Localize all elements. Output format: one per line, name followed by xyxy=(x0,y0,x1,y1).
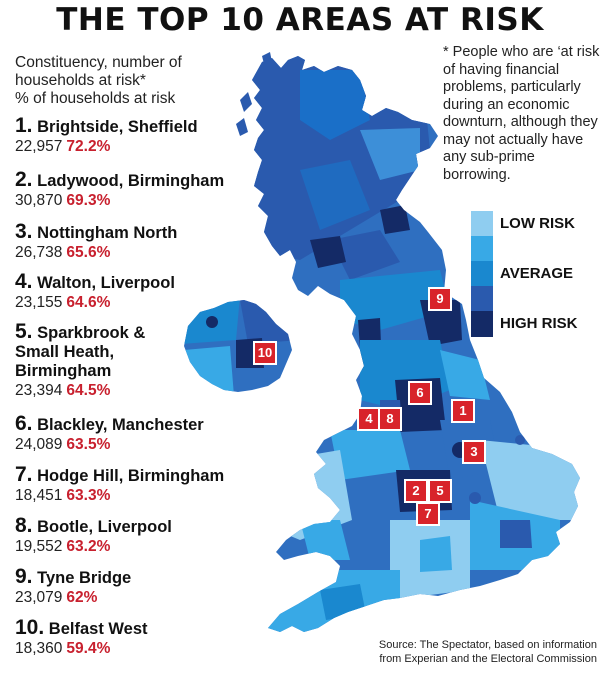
ranking-entry-9: 9. Tyne Bridge 23,079 62% xyxy=(0,565,246,607)
households-at-risk: 22,957 xyxy=(15,138,63,155)
ranking-entry-6: 6. Blackley, Manchester 24,089 63.5% xyxy=(0,412,246,454)
ranking-entry-7: 7. Hodge Hill, Birmingham 18,451 63.3% xyxy=(0,463,246,505)
legend-swatch-4 xyxy=(471,286,493,312)
households-at-risk: 18,451 xyxy=(15,487,63,504)
households-at-risk: 18,360 xyxy=(15,640,63,657)
map-marker-2: 2 xyxy=(404,479,428,503)
ranking-entry-8: 8. Bootle, Liverpool 19,552 63.2% xyxy=(0,514,246,556)
percent-at-risk: 59.4% xyxy=(66,640,111,657)
rank-number: 10. xyxy=(15,616,45,639)
source-line-1: Source: The Spectator, based on informat… xyxy=(378,639,597,651)
rank-number: 2. xyxy=(15,168,33,191)
legend-row-high: HIGH RISK xyxy=(471,311,600,341)
legend-row-4 xyxy=(471,286,600,316)
percent-at-risk: 65.6% xyxy=(66,244,111,261)
map-marker-9: 9 xyxy=(428,287,452,311)
source-credit: Source: The Spectator, based on informat… xyxy=(365,639,597,666)
legend-row-2 xyxy=(471,236,600,266)
footnote: * People who are ‘at risk’ of having fin… xyxy=(443,44,600,183)
map-marker-1: 1 xyxy=(451,399,475,423)
rank-number: 6. xyxy=(15,412,33,435)
legend-label-high: HIGH RISK xyxy=(500,315,578,332)
rank-number: 9. xyxy=(15,565,33,588)
legend-swatch-high xyxy=(471,311,493,337)
rank-number: 5. xyxy=(15,320,33,343)
map-marker-4: 4 xyxy=(357,407,381,431)
map-marker-3: 3 xyxy=(462,440,486,464)
list-subtitle: Constituency, number of households at ri… xyxy=(15,54,245,108)
constituency-name: Ladywood, Birmingham xyxy=(37,172,225,190)
legend-label-average: AVERAGE xyxy=(500,265,574,282)
map-marker-10: 10 xyxy=(253,341,277,365)
map-marker-6: 6 xyxy=(408,381,432,405)
source-line-2: from Experian and the Electoral Commissi… xyxy=(379,652,597,665)
legend-row-average: AVERAGE xyxy=(471,261,600,291)
rank-number: 8. xyxy=(15,514,33,537)
legend-swatch-2 xyxy=(471,236,493,262)
percent-at-risk: 62% xyxy=(66,589,98,606)
percent-at-risk: 63.5% xyxy=(66,436,111,453)
households-at-risk: 23,155 xyxy=(15,294,63,311)
percent-at-risk: 64.6% xyxy=(66,294,111,311)
percent-at-risk: 63.2% xyxy=(66,538,111,555)
subtitle-line-1: Constituency, number of xyxy=(15,54,182,71)
subtitle-line-2: households at risk* xyxy=(15,72,146,89)
constituency-name-line-2: Small Heath, xyxy=(15,343,115,361)
households-at-risk: 19,552 xyxy=(15,538,63,555)
households-at-risk: 30,870 xyxy=(15,192,63,209)
map-marker-5: 5 xyxy=(428,479,452,503)
legend-swatch-average xyxy=(471,261,493,287)
map-marker-7: 7 xyxy=(416,502,440,526)
percent-at-risk: 63.3% xyxy=(66,487,111,504)
rank-number: 7. xyxy=(15,463,33,486)
households-at-risk: 26,738 xyxy=(15,244,63,261)
households-at-risk: 23,079 xyxy=(15,589,63,606)
rank-number: 3. xyxy=(15,220,33,243)
ranking-entry-2: 2. Ladywood, Birmingham 30,870 69.3% xyxy=(0,168,246,210)
households-at-risk: 23,394 xyxy=(15,382,63,399)
constituency-name: Brightside, Sheffield xyxy=(37,118,198,136)
rank-number: 1. xyxy=(15,114,33,137)
constituency-name: Nottingham North xyxy=(37,224,178,242)
map-marker-8: 8 xyxy=(378,407,402,431)
legend-label-low: LOW RISK xyxy=(500,215,575,232)
constituency-name: Blackley, Manchester xyxy=(37,416,204,434)
legend-swatch-low xyxy=(471,211,493,237)
ranking-entry-5: 5. Sparkbrook & Small Heath, Birmingham … xyxy=(0,320,246,400)
ranking-entry-10: 10. Belfast West 18,360 59.4% xyxy=(0,616,246,658)
ranking-entry-3: 3. Nottingham North 26,738 65.6% xyxy=(0,220,246,262)
ranking-entry-4: 4. Walton, Liverpool 23,155 64.6% xyxy=(0,270,246,312)
percent-at-risk: 69.3% xyxy=(66,192,111,209)
percent-at-risk: 64.5% xyxy=(66,382,111,399)
constituency-name: Walton, Liverpool xyxy=(37,274,175,292)
percent-at-risk: 72.2% xyxy=(66,138,111,155)
constituency-name-line-3: Birmingham xyxy=(15,362,112,380)
constituency-name: Bootle, Liverpool xyxy=(37,518,172,536)
constituency-name: Tyne Bridge xyxy=(37,569,132,587)
subtitle-line-3: % of households at risk xyxy=(15,90,176,107)
rank-number: 4. xyxy=(15,270,33,293)
constituency-name: Hodge Hill, Birmingham xyxy=(37,467,225,485)
households-at-risk: 24,089 xyxy=(15,436,63,453)
constituency-name: Sparkbrook & xyxy=(37,324,146,342)
legend-row-low: LOW RISK xyxy=(471,211,600,241)
constituency-name: Belfast West xyxy=(48,620,148,638)
page-title: THE TOP 10 AREAS AT RISK xyxy=(56,2,544,38)
ranking-entry-1: 1. Brightside, Sheffield 22,957 72.2% xyxy=(0,114,246,156)
